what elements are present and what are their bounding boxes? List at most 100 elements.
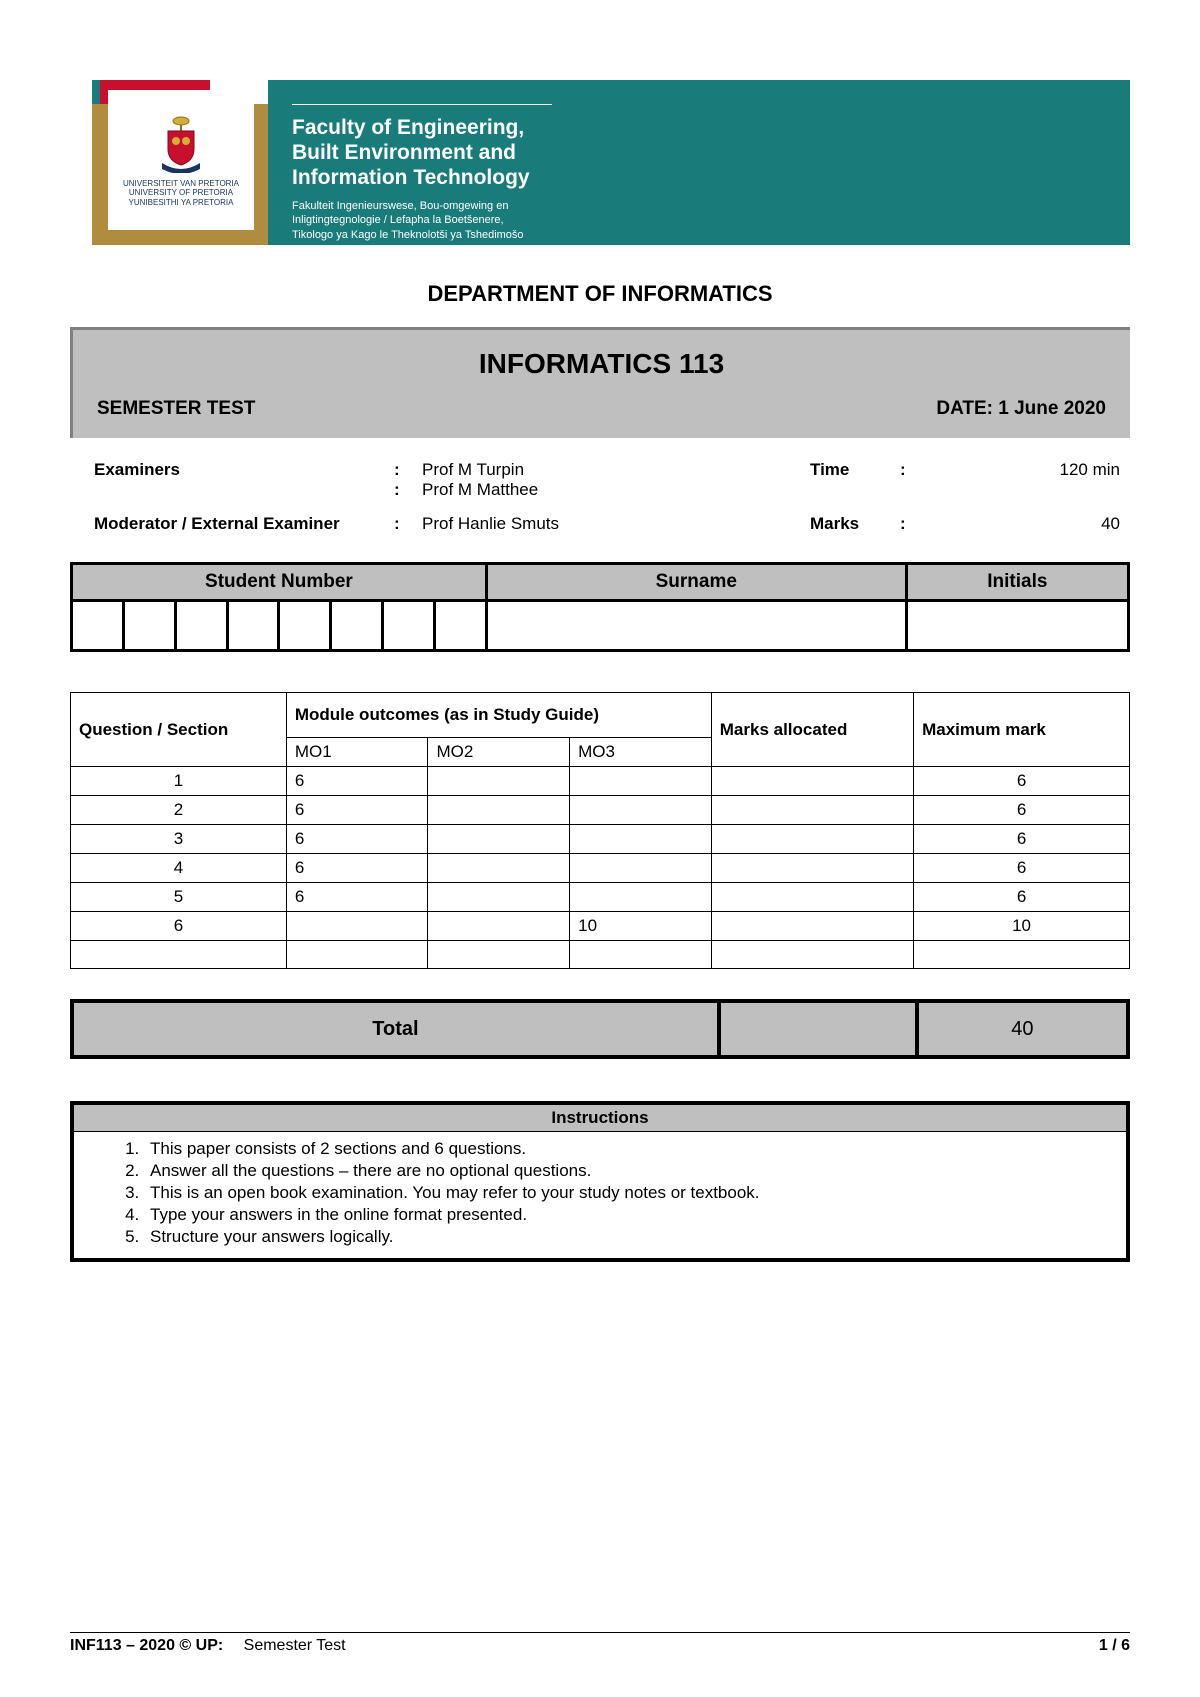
table-row: 366	[71, 825, 1130, 854]
cell-q: 6	[71, 912, 287, 941]
test-label: SEMESTER TEST	[97, 398, 255, 420]
module-outcomes-header: Module outcomes (as in Study Guide)	[286, 693, 711, 738]
crest-icon	[154, 113, 208, 173]
sn-digit[interactable]	[383, 601, 435, 651]
cell-mo2	[428, 912, 570, 941]
banner-divider	[292, 104, 552, 105]
cell-mo1: 6	[286, 825, 428, 854]
mo1-header: MO1	[286, 738, 428, 767]
examiner-2: Prof M Matthee	[422, 480, 810, 500]
cell-ma	[711, 767, 913, 796]
total-label: Total	[72, 1001, 719, 1057]
banner-teal-stripe	[92, 80, 100, 104]
date-label: DATE: 1 June 2020	[936, 398, 1106, 420]
surname-field[interactable]	[486, 601, 906, 651]
banner-teal-panel: Faculty of Engineering, Built Environmen…	[268, 80, 1130, 245]
cell-mo2	[428, 767, 570, 796]
cell-mm: 6	[914, 767, 1130, 796]
examiner-1: Prof M Turpin	[422, 460, 810, 480]
student-table: Student Number Surname Initials	[70, 562, 1130, 652]
cell-mo2	[428, 825, 570, 854]
faculty-subtitle: Fakulteit Ingenieurswese, Bou-omgewing e…	[292, 199, 1110, 244]
logo-text: UNIVERSITEIT VAN PRETORIA UNIVERSITY OF …	[123, 179, 239, 208]
table-row: 466	[71, 854, 1130, 883]
cell-mo3	[570, 883, 712, 912]
initials-field[interactable]	[906, 601, 1128, 651]
mo2-header: MO2	[428, 738, 570, 767]
cell-mo2	[428, 854, 570, 883]
cell-ma	[711, 912, 913, 941]
page-footer: INF113 – 2020 © UP: Semester Test 1 / 6	[70, 1632, 1130, 1655]
logo-line-1: UNIVERSITEIT VAN PRETORIA	[123, 179, 239, 189]
instructions-header: Instructions	[74, 1105, 1126, 1132]
faculty-sub-1: Fakulteit Ingenieurswese, Bou-omgewing e…	[292, 199, 1110, 214]
cell-mo3	[570, 825, 712, 854]
cell-ma	[711, 883, 913, 912]
surname-header: Surname	[486, 564, 906, 601]
department-heading: DEPARTMENT OF INFORMATICS	[70, 281, 1130, 307]
cell-mm: 6	[914, 796, 1130, 825]
faculty-line-2: Built Environment and	[292, 140, 1110, 165]
title-box: INFORMATICS 113 SEMESTER TEST DATE: 1 Ju…	[70, 327, 1130, 438]
table-row: 166	[71, 767, 1130, 796]
initials-header: Initials	[906, 564, 1128, 601]
cell-ma	[711, 941, 913, 969]
outcomes-table: Question / Section Module outcomes (as i…	[70, 692, 1130, 969]
table-row: 566	[71, 883, 1130, 912]
sn-digit[interactable]	[72, 601, 124, 651]
table-row: 266	[71, 796, 1130, 825]
examiners-label: Examiners	[94, 460, 394, 480]
instructions-list: This paper consists of 2 sections and 6 …	[92, 1138, 1108, 1248]
sn-digit[interactable]	[175, 601, 227, 651]
table-row	[71, 941, 1130, 969]
colon: :	[394, 460, 422, 480]
colon: :	[394, 480, 422, 500]
cell-mo2	[428, 883, 570, 912]
cell-q	[71, 941, 287, 969]
total-allocated	[719, 1001, 917, 1057]
marks-value: 40	[930, 514, 1120, 534]
table-row: 6 10 10	[71, 912, 1130, 941]
sn-digit[interactable]	[435, 601, 487, 651]
cell-mm: 6	[914, 854, 1130, 883]
student-number-header: Student Number	[72, 564, 487, 601]
cell-mo3: 10	[570, 912, 712, 941]
faculty-title: Faculty of Engineering, Built Environmen…	[292, 115, 1110, 191]
cell-mm	[914, 941, 1130, 969]
sn-digit[interactable]	[227, 601, 279, 651]
logo-line-2: UNIVERSITY OF PRETORIA	[123, 188, 239, 198]
cell-mo3	[570, 767, 712, 796]
exam-info: Examiners : Prof M Turpin Time : 120 min…	[70, 438, 1130, 554]
cell-mo1	[286, 912, 428, 941]
cell-q: 1	[71, 767, 287, 796]
cell-mo1: 6	[286, 854, 428, 883]
cell-q: 2	[71, 796, 287, 825]
cell-mo1: 6	[286, 796, 428, 825]
footer-page-number: 1 / 6	[1099, 1637, 1130, 1655]
marks-label: Marks	[810, 514, 900, 534]
cell-mm: 10	[914, 912, 1130, 941]
instruction-item: This paper consists of 2 sections and 6 …	[144, 1138, 1108, 1160]
sn-digit[interactable]	[279, 601, 331, 651]
instruction-item: Type your answers in the online format p…	[144, 1204, 1108, 1226]
faculty-sub-2: Inligtingtegnologie / Lefapha la Boetšen…	[292, 213, 1110, 228]
sn-digit[interactable]	[331, 601, 383, 651]
footer-left-light: Semester Test	[244, 1637, 346, 1654]
mo3-header: MO3	[570, 738, 712, 767]
footer-left-bold: INF113 – 2020 © UP:	[70, 1637, 223, 1654]
page: UNIVERSITEIT VAN PRETORIA UNIVERSITY OF …	[0, 0, 1200, 1697]
cell-ma	[711, 825, 913, 854]
cell-mo3	[570, 854, 712, 883]
cell-mo2	[428, 941, 570, 969]
sn-digit[interactable]	[123, 601, 175, 651]
instruction-item: This is an open book examination. You ma…	[144, 1182, 1108, 1204]
university-logo: UNIVERSITEIT VAN PRETORIA UNIVERSITY OF …	[108, 90, 254, 230]
course-title: INFORMATICS 113	[97, 348, 1106, 380]
cell-mo1: 6	[286, 767, 428, 796]
colon: :	[900, 514, 930, 534]
faculty-sub-3: Tikologo ya Kago le Theknolotši ya Tshed…	[292, 228, 1110, 243]
cell-q: 4	[71, 854, 287, 883]
total-table: Total 40	[70, 999, 1130, 1059]
maximum-mark-header: Maximum mark	[914, 693, 1130, 767]
cell-mo1	[286, 941, 428, 969]
